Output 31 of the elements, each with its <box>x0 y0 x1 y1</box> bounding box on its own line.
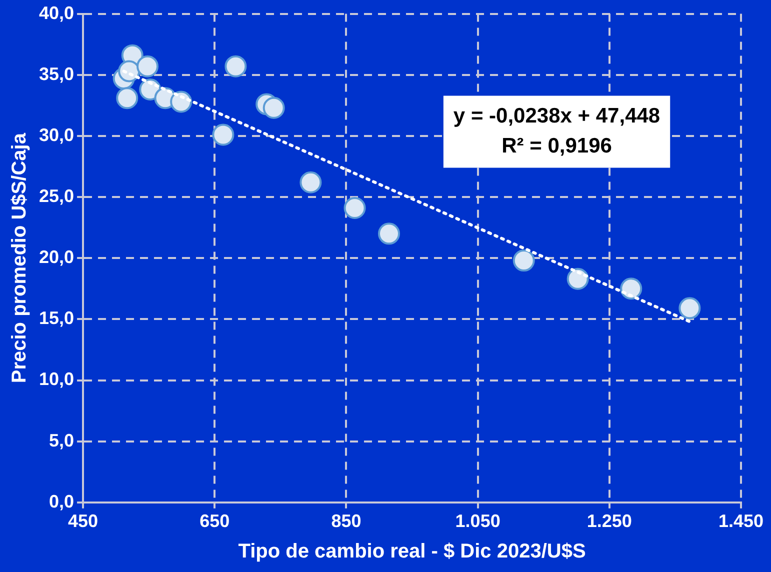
point <box>224 55 247 78</box>
y-tick-label: 0,0 <box>49 491 74 512</box>
point <box>512 250 535 272</box>
y-tick-label: 30,0 <box>38 124 74 145</box>
y-tick-label: 40,0 <box>38 2 74 23</box>
point <box>344 197 366 220</box>
point <box>116 87 138 110</box>
y-tick-label: 10,0 <box>38 369 74 390</box>
x-tick-label: 650 <box>200 511 230 532</box>
y-axis-title: Precio promedio U$S/Caja <box>8 132 31 384</box>
x-tick-label: 1.450 <box>718 511 764 532</box>
y-tick-label: 15,0 <box>38 308 74 328</box>
x-tick-label: 1.050 <box>455 511 500 532</box>
annotation: R² = 0,9196 <box>502 134 612 158</box>
x-tick-label: 850 <box>331 511 362 532</box>
x-axis-title: Tipo de cambio real - $ Dic 2023/U$S <box>238 540 586 563</box>
point <box>262 96 285 119</box>
point <box>300 171 322 194</box>
annotation: y = -0,0238x + 47,448 <box>453 104 660 128</box>
y-tick-label: 5,0 <box>49 430 74 450</box>
x-tick-label: 450 <box>68 511 98 532</box>
y-tick-label: 25,0 <box>38 186 74 206</box>
point <box>212 124 234 146</box>
point <box>678 297 701 320</box>
x-tick-label: 1.250 <box>586 511 632 532</box>
point <box>378 222 400 245</box>
point <box>566 268 589 290</box>
y-tick-label: 20,0 <box>38 247 74 268</box>
y-tick-label: 35,0 <box>38 64 74 84</box>
point <box>620 278 642 300</box>
point <box>136 55 159 78</box>
